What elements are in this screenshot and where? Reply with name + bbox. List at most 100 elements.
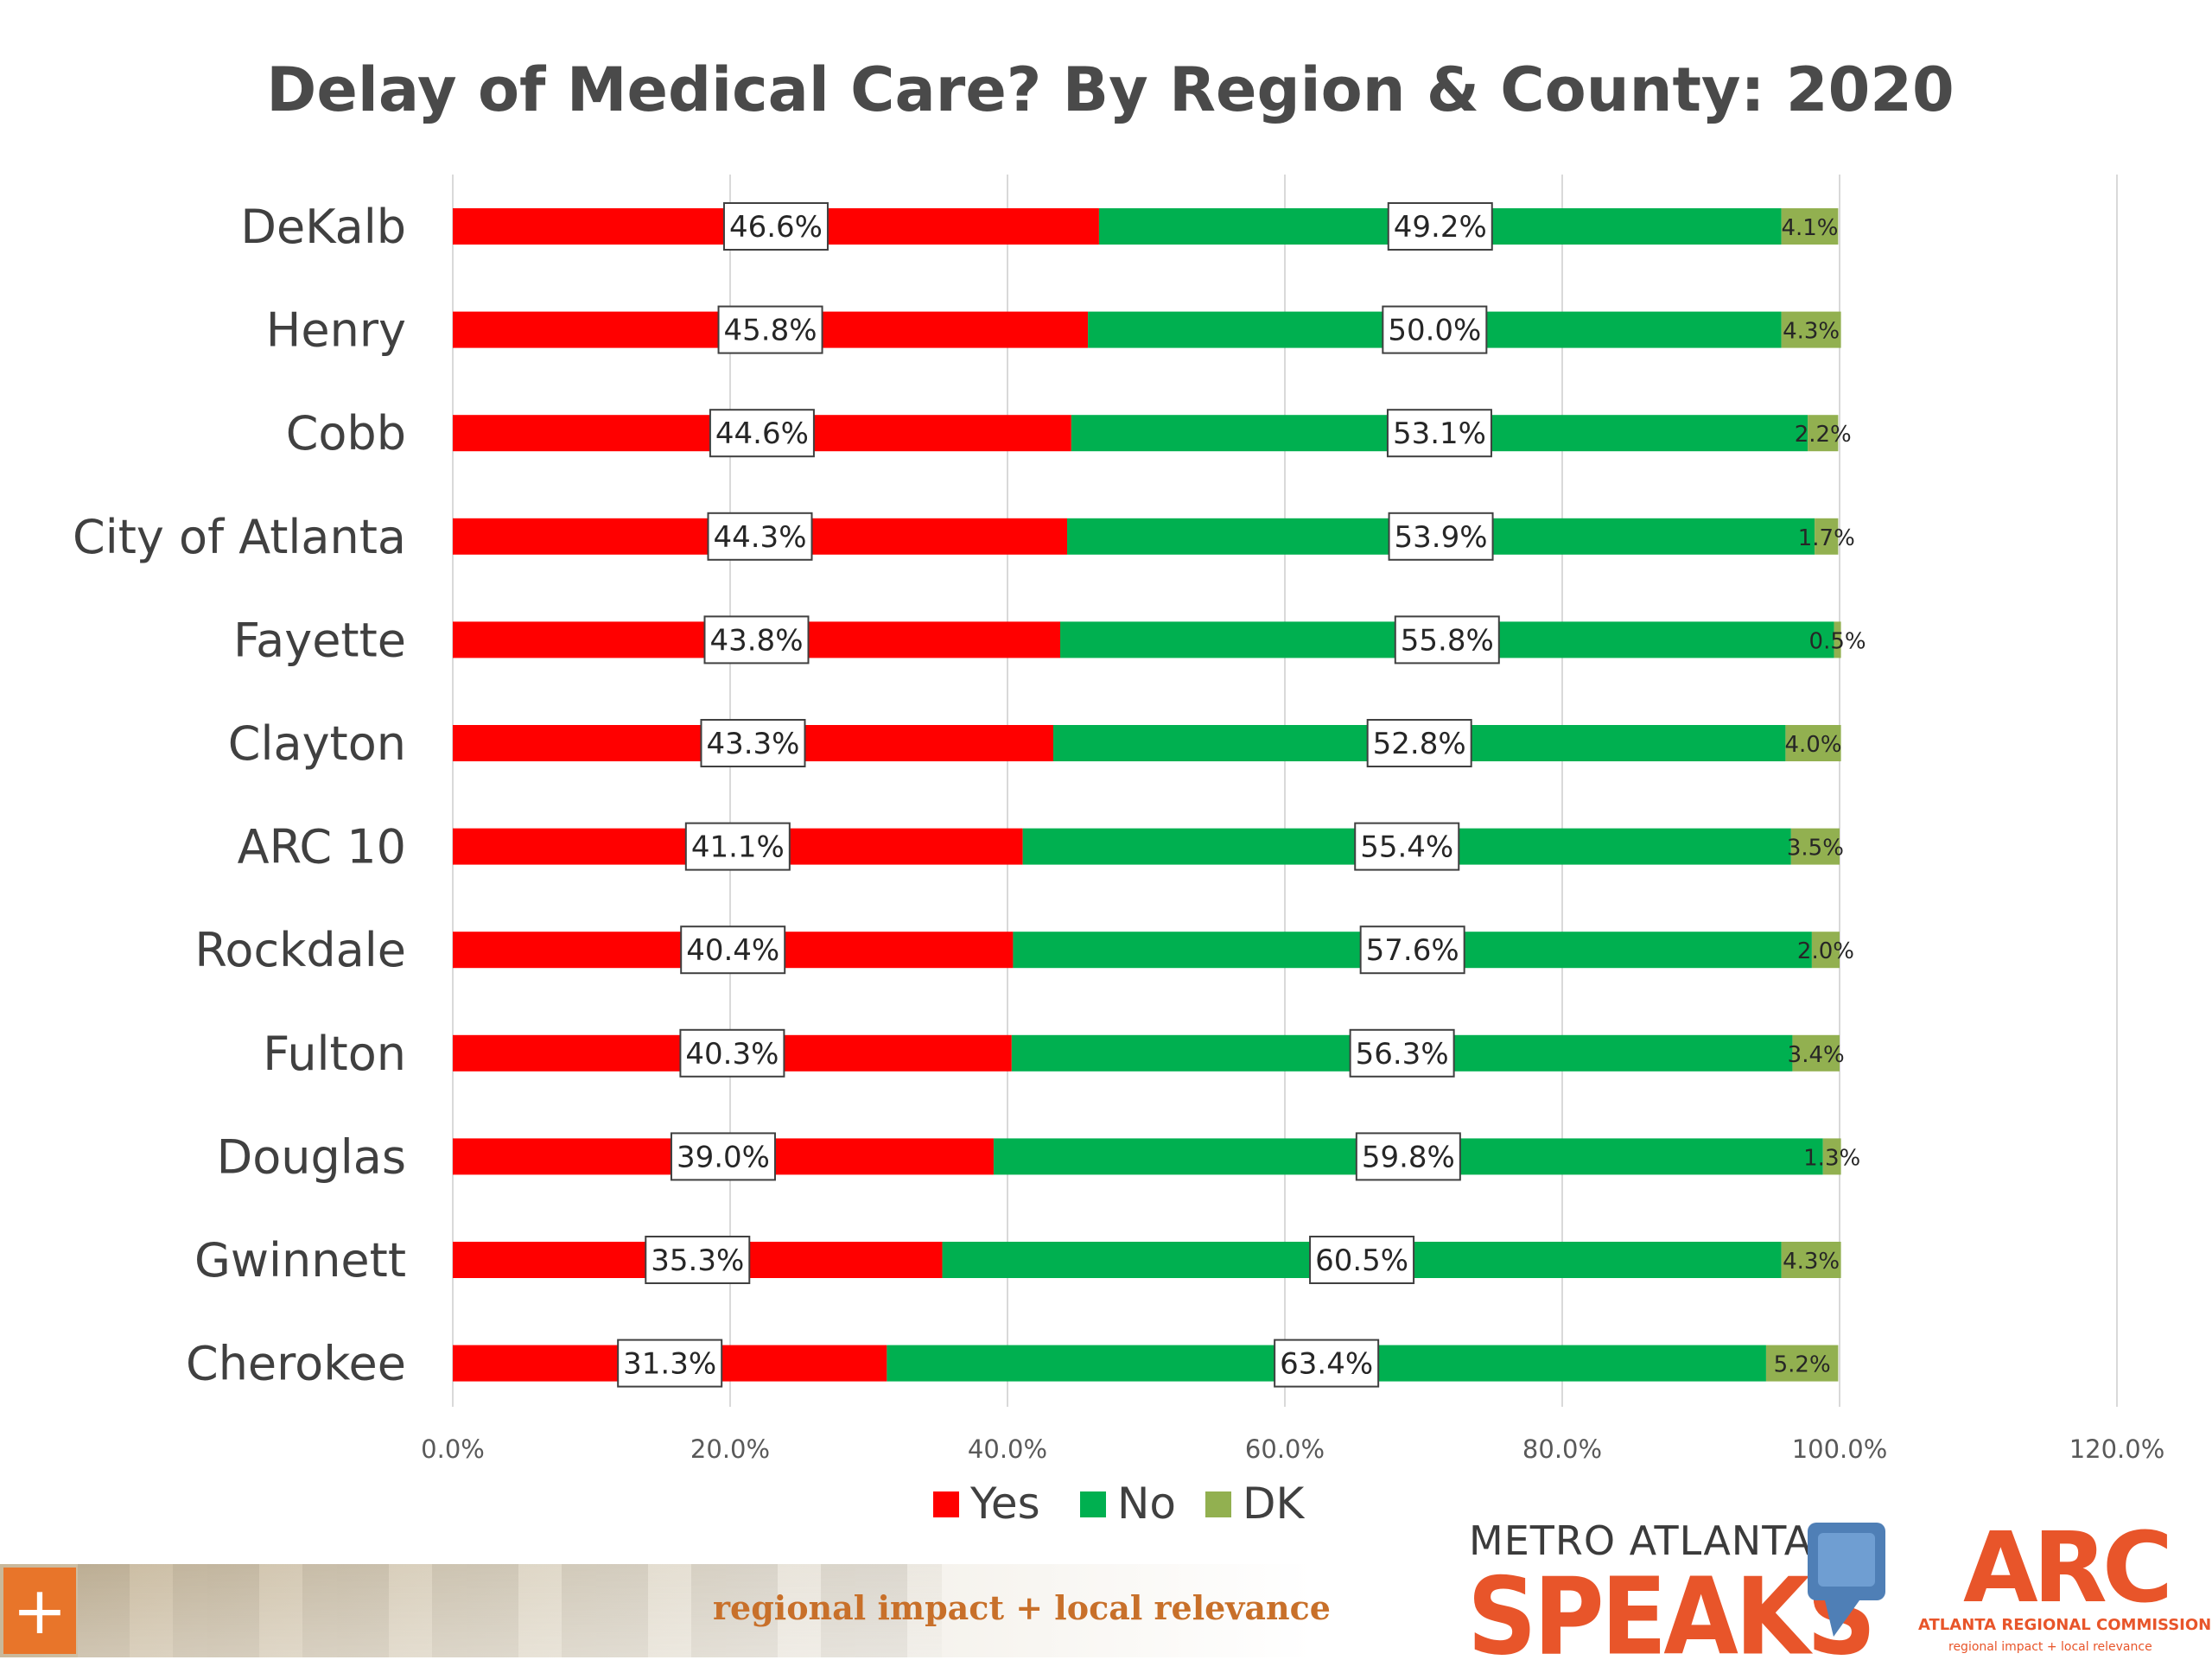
- data-label: 40.3%: [685, 1037, 779, 1072]
- x-tick-label: 120.0%: [2069, 1434, 2165, 1464]
- data-label: 4.0%: [1784, 732, 1841, 758]
- x-tick-label: 60.0%: [1245, 1434, 1325, 1464]
- data-label: 50.0%: [1388, 314, 1481, 348]
- bar-dk: [1781, 1242, 1841, 1278]
- bar-dk: [1765, 1345, 1839, 1382]
- data-label-box: [700, 719, 806, 767]
- data-label-box: [670, 1132, 776, 1181]
- data-label-box: [679, 1028, 785, 1078]
- footer-tagline: regional impact + local relevance: [713, 1588, 1331, 1627]
- legend: Yes No DK: [933, 1479, 1306, 1529]
- data-label: 4.3%: [1783, 1249, 1840, 1275]
- legend-swatch: [1205, 1491, 1231, 1517]
- data-label-box: [1349, 1028, 1455, 1078]
- bar-dk: [1792, 1034, 1840, 1072]
- x-tick-label: 20.0%: [690, 1434, 770, 1464]
- bar-dk: [1808, 415, 1839, 452]
- footer-photo-band: [0, 1564, 1313, 1657]
- legend-swatch: [933, 1491, 959, 1517]
- data-label: 40.4%: [686, 933, 779, 968]
- legend-label: Yes: [969, 1479, 1040, 1529]
- legend-swatch: [1080, 1491, 1106, 1517]
- category-label: Gwinnett: [194, 1233, 406, 1288]
- category-label: DeKalb: [240, 200, 406, 254]
- bar-dk: [1781, 311, 1841, 348]
- data-label-box: [1359, 925, 1465, 975]
- data-label: 53.9%: [1395, 520, 1488, 555]
- data-label: 60.5%: [1315, 1243, 1408, 1278]
- x-axis-ticks: 0.0% 20.0% 40.0% 60.0% 80.0% 100.0% 120.0%: [421, 1434, 2164, 1464]
- data-label-box: [1386, 409, 1492, 458]
- data-label-box: [1382, 305, 1488, 354]
- data-label: 4.1%: [1781, 215, 1838, 241]
- data-label: 2.0%: [1797, 938, 1854, 964]
- footer-buildings-image: [78, 1564, 942, 1657]
- data-label-box: [703, 615, 810, 665]
- x-tick-label: 40.0%: [968, 1434, 1047, 1464]
- category-label: Cobb: [286, 406, 406, 461]
- data-label-box: [1387, 202, 1493, 251]
- data-label: 3.5%: [1787, 836, 1844, 862]
- stacked-bar-chart: Delay of Medical Care? By Region & Count…: [73, 54, 2164, 1529]
- data-label: 55.4%: [1360, 830, 1453, 865]
- chart-title: Delay of Medical Care? By Region & Count…: [266, 54, 1954, 125]
- category-label: ARC 10: [238, 820, 406, 874]
- speech-bubble-icon: [1808, 1523, 1885, 1637]
- bar-dk: [1834, 621, 1841, 658]
- data-label: 0.5%: [1809, 628, 1866, 654]
- bar-dk: [1785, 725, 1841, 761]
- data-label: 39.0%: [677, 1140, 770, 1174]
- data-label: 5.2%: [1774, 1352, 1831, 1378]
- data-label-box: [709, 409, 815, 458]
- data-label-box: [684, 822, 791, 871]
- data-label: 44.6%: [715, 417, 809, 451]
- data-label: 1.7%: [1798, 525, 1855, 551]
- bar-dk: [1811, 932, 1840, 969]
- data-label: 56.3%: [1356, 1037, 1449, 1072]
- data-label: 55.8%: [1401, 623, 1494, 658]
- bar-dk: [1781, 208, 1839, 245]
- grid: [452, 175, 2118, 1407]
- data-label: 44.3%: [713, 520, 806, 555]
- data-label: 49.2%: [1394, 210, 1487, 245]
- data-label-box: [680, 925, 786, 975]
- category-label: City of Atlanta: [73, 510, 406, 564]
- data-label: 1.3%: [1803, 1145, 1860, 1171]
- x-tick-label: 0.0%: [421, 1434, 485, 1464]
- data-label: 35.3%: [651, 1243, 744, 1278]
- arc-name: ATLANTA REGIONAL COMMISSION: [1918, 1616, 2212, 1634]
- x-tick-label: 100.0%: [1792, 1434, 1888, 1464]
- data-label: 46.6%: [729, 210, 823, 245]
- data-label: 53.1%: [1393, 417, 1486, 451]
- data-label-box: [645, 1236, 751, 1284]
- arc-tagline: regional impact + local relevance: [1948, 1640, 2152, 1654]
- metro-atlanta-speaks-logo-top: METRO ATLANTA: [1469, 1517, 1813, 1564]
- category-label: Douglas: [217, 1129, 406, 1184]
- data-label-box: [1388, 512, 1494, 561]
- bar-dk: [1815, 518, 1839, 555]
- data-label: 63.4%: [1280, 1347, 1373, 1382]
- data-label: 41.1%: [691, 830, 785, 865]
- data-label: 31.3%: [623, 1347, 716, 1382]
- bar-dk: [1790, 828, 1840, 865]
- data-label-box: [1355, 1132, 1461, 1181]
- data-label-box: [1274, 1339, 1380, 1388]
- data-label: 52.8%: [1373, 727, 1466, 761]
- legend-label: DK: [1243, 1479, 1306, 1529]
- data-label-box: [1366, 719, 1472, 767]
- data-label-box: [617, 1339, 723, 1388]
- category-label: Fayette: [233, 613, 406, 667]
- category-label: Cherokee: [186, 1337, 406, 1391]
- data-label: 3.4%: [1788, 1042, 1845, 1068]
- data-label: 45.8%: [724, 314, 817, 348]
- data-label-box: [722, 202, 829, 251]
- data-label: 57.6%: [1366, 933, 1459, 968]
- footer: + regional impact + local relevance METR…: [0, 1512, 2212, 1679]
- legend-label: No: [1117, 1479, 1176, 1529]
- plus-button[interactable]: +: [3, 1568, 76, 1654]
- bars: 46.6% 49.2% 4.1% 45.8% 50.0% 4.3% 44.6% 53.1% 2.…: [453, 202, 1866, 1388]
- data-label: 2.2%: [1795, 422, 1852, 448]
- category-label: Fulton: [263, 1027, 406, 1081]
- data-label-box: [717, 305, 823, 354]
- data-label-box: [1309, 1236, 1415, 1284]
